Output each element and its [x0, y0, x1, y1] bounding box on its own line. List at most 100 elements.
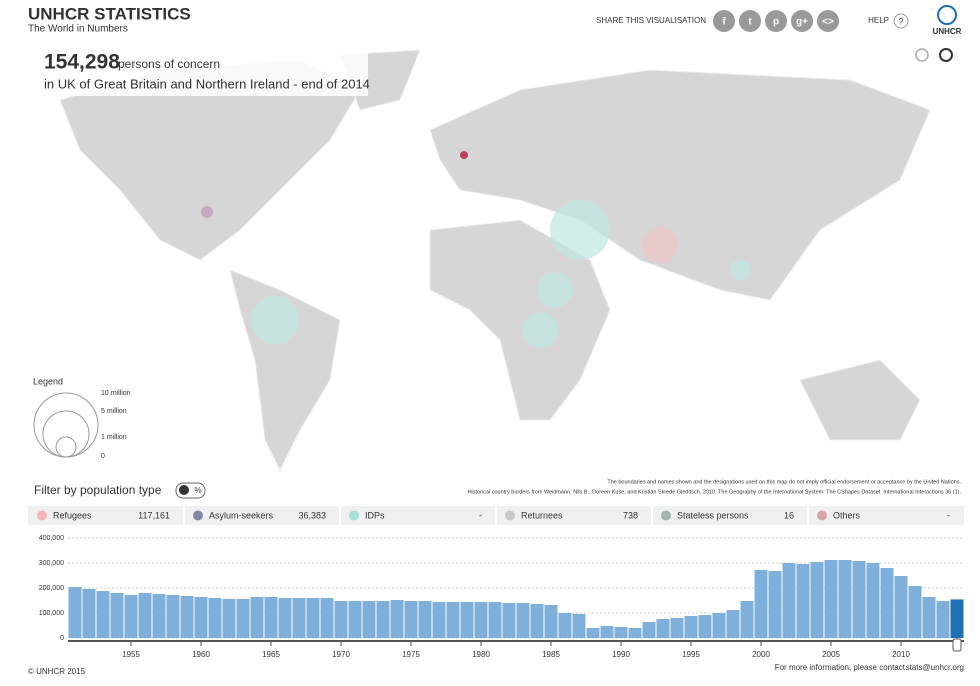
bar[interactable] [740, 601, 754, 638]
bar[interactable] [82, 589, 96, 638]
bar[interactable] [96, 591, 110, 638]
filter-value[interactable]: 36,383 [298, 510, 326, 520]
filter-value[interactable]: 738 [623, 510, 638, 520]
bar[interactable] [530, 604, 544, 638]
slider-handle[interactable] [952, 638, 962, 652]
filter-dot[interactable] [505, 510, 515, 521]
bar[interactable] [180, 596, 194, 638]
filter-value[interactable]: 117,161 [138, 510, 170, 520]
bar[interactable] [236, 599, 250, 638]
bar[interactable] [628, 628, 642, 638]
email[interactable]: stats@unhcr.org [906, 663, 964, 672]
bar[interactable] [446, 602, 460, 638]
bar[interactable] [376, 601, 390, 638]
help-icon[interactable] [893, 13, 909, 29]
zoom-out[interactable] [915, 48, 929, 62]
bar[interactable] [264, 597, 278, 638]
bar[interactable] [922, 597, 936, 638]
share-icon[interactable]: g+ [796, 17, 808, 28]
share-icon[interactable]: t [748, 17, 752, 28]
bar[interactable] [600, 626, 614, 638]
share-button[interactable] [817, 10, 839, 32]
bar[interactable] [516, 603, 530, 638]
bar[interactable] [782, 563, 796, 638]
filter-name[interactable]: IDPs [365, 510, 385, 520]
bar[interactable] [362, 601, 376, 638]
toggle-label[interactable]: % [194, 486, 201, 495]
bar[interactable] [124, 595, 138, 638]
bar[interactable] [404, 601, 418, 638]
zoom-in[interactable] [939, 48, 953, 62]
filter-value[interactable]: - [947, 510, 950, 520]
bar[interactable] [488, 602, 502, 638]
filter-dot[interactable] [349, 510, 359, 521]
share-button[interactable] [713, 10, 735, 32]
bar[interactable] [320, 598, 334, 638]
bar[interactable] [838, 560, 852, 638]
share-icon[interactable]: f [722, 17, 726, 28]
bar[interactable] [390, 600, 404, 638]
bar[interactable] [852, 561, 866, 638]
bar[interactable] [950, 599, 964, 638]
bar[interactable] [768, 571, 782, 638]
bar[interactable] [348, 601, 362, 638]
filter-value[interactable]: 16 [784, 510, 794, 520]
share-icon[interactable]: <> [822, 17, 834, 28]
bar[interactable] [642, 622, 656, 638]
toggle-knob[interactable] [179, 485, 189, 495]
bar[interactable] [138, 593, 152, 638]
bar[interactable] [698, 615, 712, 638]
bar[interactable] [334, 601, 348, 638]
bar[interactable] [474, 602, 488, 638]
filter-name[interactable]: Returnees [521, 510, 563, 520]
filter-dot[interactable] [817, 510, 827, 521]
bar[interactable] [712, 613, 726, 638]
bar[interactable] [684, 616, 698, 638]
share-button[interactable] [739, 10, 761, 32]
bar[interactable] [432, 602, 446, 638]
bar[interactable] [418, 601, 432, 638]
bar[interactable] [824, 560, 838, 638]
bar[interactable] [68, 587, 82, 638]
share-button[interactable] [791, 10, 813, 32]
share-button[interactable] [765, 10, 787, 32]
filter-dot[interactable] [193, 510, 203, 521]
filter-name[interactable]: Asylum-seekers [209, 510, 274, 520]
bar[interactable] [110, 593, 124, 638]
bar[interactable] [194, 597, 208, 638]
bar[interactable] [726, 610, 740, 638]
bar[interactable] [460, 602, 474, 638]
bar[interactable] [544, 605, 558, 638]
bar[interactable] [880, 568, 894, 638]
bar[interactable] [810, 562, 824, 638]
bar[interactable] [670, 618, 684, 638]
bar[interactable] [908, 586, 922, 638]
bar[interactable] [796, 564, 810, 638]
bar[interactable] [572, 614, 586, 638]
bar[interactable] [754, 570, 768, 638]
bar[interactable] [250, 597, 264, 638]
bar[interactable] [306, 598, 320, 638]
bar[interactable] [292, 598, 306, 638]
bar[interactable] [614, 627, 628, 638]
bar[interactable] [502, 603, 516, 638]
filter-name[interactable]: Others [833, 510, 861, 520]
bar[interactable] [222, 599, 236, 638]
filter-dot[interactable] [661, 510, 671, 521]
bar[interactable] [936, 601, 950, 638]
bar[interactable] [656, 619, 670, 638]
bar[interactable] [866, 563, 880, 638]
filter-name[interactable]: Stateless persons [677, 510, 749, 520]
bar[interactable] [208, 598, 222, 638]
filter-value[interactable]: - [479, 510, 482, 520]
bar[interactable] [152, 594, 166, 638]
share-icon[interactable]: p [773, 17, 779, 28]
bar[interactable] [278, 598, 292, 638]
toggle[interactable] [175, 482, 206, 499]
filter-name[interactable]: Refugees [53, 510, 92, 520]
bar[interactable] [894, 576, 908, 638]
bar[interactable] [166, 595, 180, 638]
help-icon-text[interactable]: ? [898, 16, 903, 26]
bar[interactable] [586, 628, 600, 638]
filter-dot[interactable] [37, 510, 47, 521]
